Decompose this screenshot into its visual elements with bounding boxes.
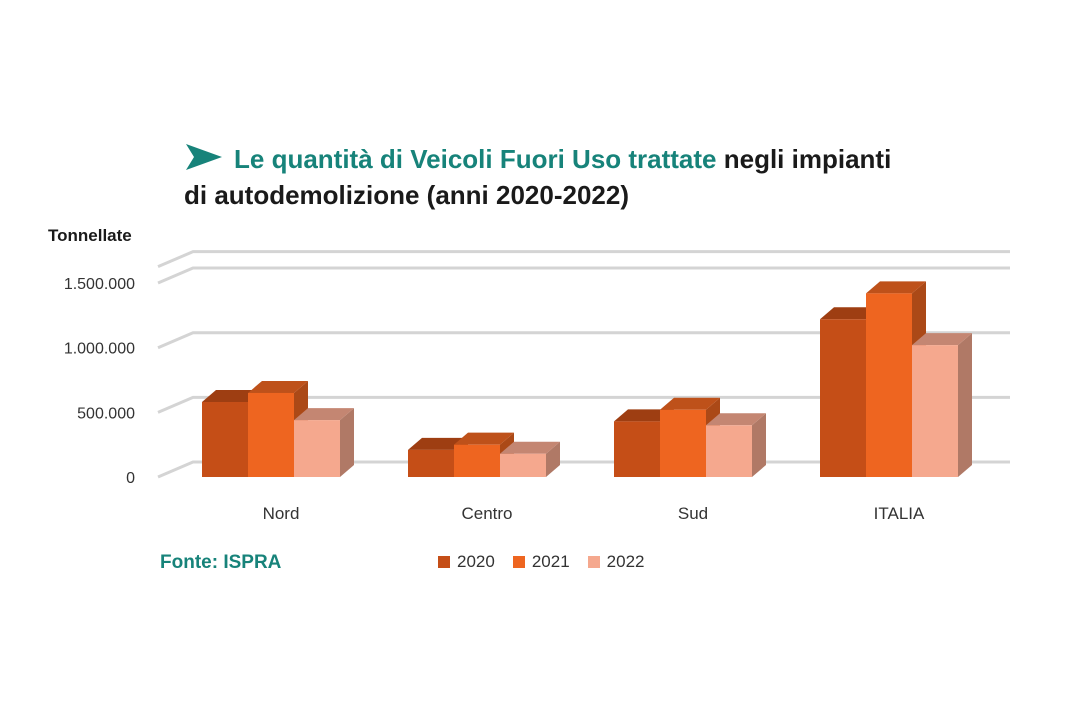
- gridline: [157, 331, 1010, 350]
- arrow-icon: [186, 144, 222, 170]
- bar-front: [408, 449, 454, 477]
- gridline: [157, 266, 1010, 285]
- bars-layer: [202, 281, 972, 477]
- bar-front: [294, 420, 340, 477]
- bar-top: [202, 390, 262, 403]
- bar-centro-2022: [500, 441, 560, 477]
- bar-front: [248, 392, 294, 477]
- bar-sud-2022: [706, 413, 766, 477]
- bar-top: [408, 437, 468, 450]
- legend-item-2022: 2022: [587, 552, 645, 572]
- y-tick-label: 1.000.000: [64, 341, 135, 358]
- title-rest: negli impianti: [716, 144, 892, 174]
- source-label: Fonte: ISPRA: [160, 552, 282, 573]
- bar-top: [294, 408, 354, 421]
- bar-side: [958, 333, 972, 477]
- legend-swatch-2020: [438, 556, 450, 568]
- y-tick-label: 1.500.000: [64, 276, 135, 293]
- legend-item-2020: 2020: [438, 552, 495, 572]
- legend-swatch-2022: [587, 556, 600, 568]
- bar-front: [614, 421, 660, 477]
- chart-title: Le quantità di Veicoli Fuori Uso trattat…: [184, 141, 1034, 213]
- bar-top: [500, 441, 560, 454]
- gridline: [157, 250, 1010, 269]
- bar-top: [660, 397, 720, 410]
- bar-side: [546, 441, 560, 477]
- bar-top: [706, 413, 766, 426]
- y-axis-label: Tonnellate: [48, 226, 132, 245]
- bar-top: [454, 432, 514, 445]
- bar-front: [454, 444, 500, 477]
- gridline: [157, 395, 1010, 414]
- x-category-label: ITALIA: [874, 504, 925, 523]
- x-category-label: Nord: [263, 504, 300, 523]
- y-tick-label: 500.000: [77, 405, 135, 422]
- x-category-label: Centro: [461, 504, 512, 523]
- legend: 2020 2021 2022: [438, 552, 644, 572]
- legend-label-2020: 2020: [457, 552, 495, 571]
- legend-label-2022: 2022: [606, 552, 645, 571]
- bar-top: [912, 333, 972, 346]
- y-tick-label: 0: [126, 470, 135, 487]
- bar-nord-2022: [294, 408, 354, 477]
- labels-layer: 0 500.000 1.000.000 1.500.000 Nord Centro Sud I…: [64, 276, 925, 523]
- bar-front: [706, 425, 752, 477]
- bar-top: [248, 380, 308, 393]
- legend-item-2021: 2021: [512, 552, 570, 572]
- bar-top: [614, 409, 674, 422]
- x-category-label: Sud: [678, 504, 708, 523]
- legend-label-2021: 2021: [531, 552, 570, 571]
- legend-swatch-2021: [512, 556, 525, 568]
- title-highlight: Le quantità di Veicoli Fuori Uso trattat…: [234, 144, 717, 174]
- bar-top: [820, 307, 880, 320]
- title-line-2: di autodemolizione (anni 2020-2022): [184, 180, 629, 210]
- bar-front: [202, 402, 248, 477]
- bar-front: [866, 293, 912, 477]
- bar-top: [866, 281, 926, 294]
- bar-side: [752, 413, 766, 477]
- bar-front: [912, 345, 958, 477]
- bar-italia-2022: [912, 333, 972, 477]
- bar-front: [660, 409, 706, 477]
- bar-side: [340, 408, 354, 477]
- bar-front: [820, 319, 866, 477]
- bar-front: [500, 453, 546, 477]
